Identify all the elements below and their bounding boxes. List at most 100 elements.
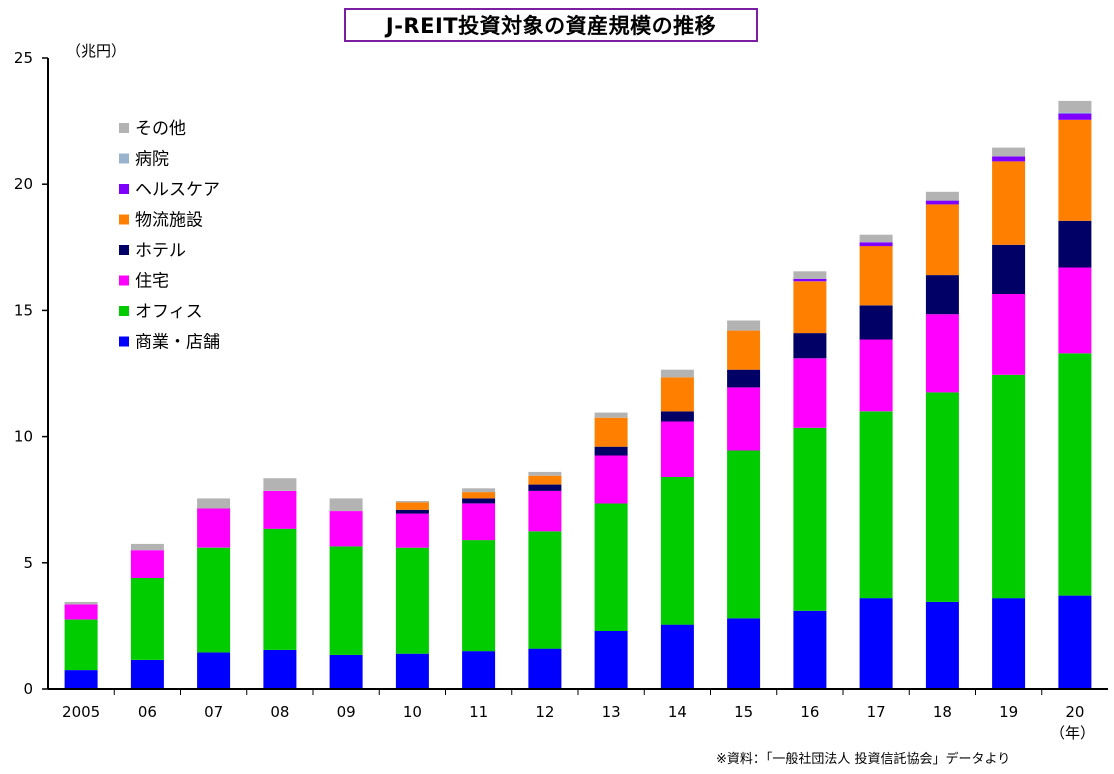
bar-segment-19-s5	[992, 156, 1026, 162]
bar-segment-20-s7	[1058, 100, 1092, 113]
legend-swatch	[119, 245, 129, 255]
bar-segment-16-s0	[793, 610, 827, 689]
bar-segment-17-s1	[859, 411, 893, 599]
bar-segment-18-s1	[925, 392, 959, 602]
bar-segment-12-s1	[528, 531, 562, 649]
chart-title: J-REIT投資対象の資産規模の推移	[344, 8, 758, 42]
y-axis-unit-label: （兆円）	[66, 42, 127, 60]
bar-segment-15-s1	[727, 450, 761, 619]
bar-segment-12-s2	[528, 490, 562, 532]
bar-segment-2005-s7	[64, 601, 98, 605]
legend-swatch	[119, 336, 129, 347]
x-tick-label: 16	[800, 703, 819, 721]
bar-segment-2005-s2	[64, 604, 98, 620]
bar-segment-17-s5	[859, 242, 893, 247]
bar-segment-18-s2	[925, 314, 959, 393]
bar-segment-12-s0	[528, 648, 562, 689]
x-tick-label: 11	[469, 703, 488, 721]
bar-segment-10-s2	[395, 513, 429, 548]
bar-segment-13-s7	[594, 412, 628, 418]
bar-segment-15-s0	[727, 618, 761, 689]
legend-label: ホテル	[135, 241, 186, 261]
bar-segment-10-s1	[395, 547, 429, 654]
legend-label: 住宅	[135, 272, 169, 292]
bar-segment-20-s5	[1058, 113, 1092, 120]
bar-segment-12-s4	[528, 475, 562, 485]
bar-segment-11-s7	[462, 488, 496, 493]
bar-segment-18-s4	[925, 204, 959, 276]
bar-segment-15-s3	[727, 369, 761, 388]
bar-segment-14-s4	[660, 377, 694, 412]
x-tick-label: 17	[867, 703, 886, 721]
x-tick-label: 08	[270, 703, 289, 721]
y-tick-label: 25	[14, 49, 33, 67]
y-tick-label: 5	[23, 554, 33, 572]
bar-segment-19-s2	[992, 294, 1026, 375]
bar-segment-07-s0	[197, 652, 231, 689]
bar-segment-12-s3	[528, 484, 562, 491]
bar-segment-17-s7	[859, 234, 893, 243]
legend-swatch	[119, 214, 129, 225]
bar-segment-14-s3	[660, 411, 694, 422]
x-tick-label: 15	[734, 703, 753, 721]
legend-swatch	[119, 123, 129, 133]
legend-swatch	[119, 184, 129, 194]
bar-segment-14-s0	[660, 624, 694, 689]
bar-segment-11-s2	[462, 503, 496, 541]
legend-label: オフィス	[135, 302, 203, 322]
bar-segment-20-s6	[1058, 112, 1092, 114]
bar-segment-06-s0	[130, 660, 164, 689]
legend-label: ヘルスケア	[135, 180, 220, 200]
x-tick-label: 10	[403, 703, 422, 721]
legend-label: その他	[135, 119, 186, 139]
x-axis-unit-label: （年）	[1050, 724, 1096, 742]
legend-label: 病院	[135, 150, 169, 170]
bar-segment-13-s0	[594, 630, 628, 689]
bar-segment-19-s4	[992, 161, 1026, 245]
bar-segment-13-s1	[594, 503, 628, 631]
bar-segment-18-s0	[925, 601, 959, 689]
y-tick-label: 0	[23, 680, 33, 698]
bar-segment-10-s7	[395, 501, 429, 503]
bar-segment-18-s7	[925, 191, 959, 201]
y-tick-label: 10	[14, 428, 33, 446]
bar-segment-14-s1	[660, 477, 694, 625]
bar-segment-07-s1	[197, 547, 231, 653]
bar-segment-13-s2	[594, 455, 628, 504]
bar-segment-11-s3	[462, 498, 496, 504]
bar-segment-18-s3	[925, 275, 959, 315]
bar-segment-09-s1	[329, 546, 363, 655]
bars-layer	[64, 100, 1092, 689]
bar-segment-11-s1	[462, 540, 496, 652]
bar-segment-14-s2	[660, 421, 694, 477]
bar-segment-16-s3	[793, 333, 827, 359]
bar-segment-13-s4	[594, 417, 628, 447]
bar-segment-17-s4	[859, 246, 893, 306]
bar-segment-06-s7	[130, 543, 164, 551]
bar-segment-10-s3	[395, 509, 429, 514]
bar-segment-19-s1	[992, 374, 1026, 599]
bar-segment-10-s0	[395, 653, 429, 689]
x-tick-label: 12	[535, 703, 554, 721]
bar-segment-08-s1	[263, 528, 297, 650]
bar-segment-20-s2	[1058, 267, 1092, 354]
bar-segment-06-s1	[130, 577, 164, 660]
bar-segment-20-s0	[1058, 595, 1092, 689]
y-tick-label: 15	[14, 301, 33, 319]
x-tick-label: 20	[1065, 703, 1084, 721]
bar-segment-17-s2	[859, 339, 893, 412]
bar-segment-08-s7	[263, 478, 297, 491]
bar-segment-10-s4	[395, 502, 429, 510]
bar-segment-12-s7	[528, 471, 562, 476]
x-tick-label: 07	[204, 703, 223, 721]
bar-segment-11-s0	[462, 651, 496, 689]
bar-segment-07-s7	[197, 498, 231, 509]
legend-swatch	[119, 153, 129, 164]
y-tick-label: 20	[14, 175, 33, 193]
legend-swatch	[119, 306, 129, 316]
axes-layer: 0 5 10 15 20 25 2005 06 07 08 09 10 11 12 13 14 15 16 17 18…	[14, 49, 1108, 721]
bar-segment-16-s7	[793, 271, 827, 279]
source-note: ※資料：「一般社団法人 投資信託協会」データより	[716, 752, 1011, 767]
bar-segment-08-s0	[263, 649, 297, 689]
